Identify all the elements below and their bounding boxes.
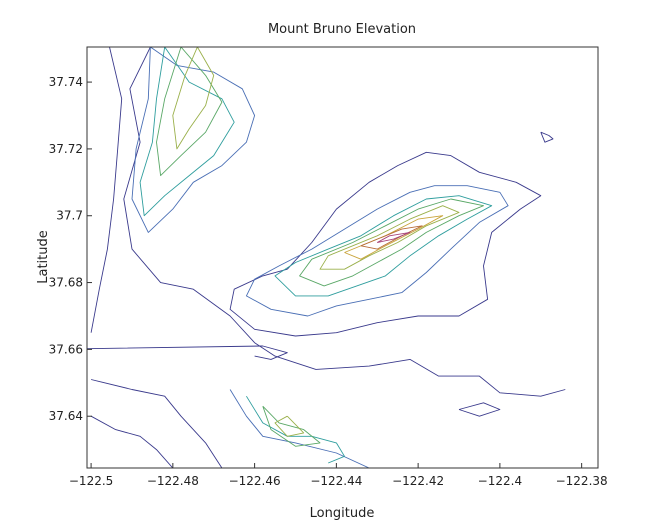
- chart-title: Mount Bruno Elevation: [268, 22, 416, 37]
- contour-line-6: [245, 185, 509, 317]
- contour-line-15: [319, 205, 460, 270]
- x-tick-label: −122.44: [310, 474, 362, 488]
- contour-line-7: [229, 389, 370, 468]
- contour-line-5: [131, 47, 256, 233]
- y-tick-label: 37.72: [49, 142, 83, 156]
- contour-line-19: [376, 231, 411, 243]
- contour-line-16: [274, 415, 305, 437]
- y-tick-label: 37.74: [49, 75, 83, 89]
- y-axis: 37.64 37.66 37.68 37.7 37.72 37.74: [49, 75, 92, 423]
- contour-line-12: [299, 198, 484, 287]
- x-tick-label: −122.38: [556, 474, 608, 488]
- contour-line-20: [87, 345, 288, 360]
- contour-line-14: [172, 47, 215, 150]
- x-axis: −122.5 −122.48 −122.46 −122.44 −122.42 −122.4…: [69, 463, 608, 488]
- contour-lines: [87, 47, 566, 468]
- contour-line-3: [90, 415, 174, 468]
- x-tick-label: −122.5: [69, 474, 113, 488]
- contour-line-2: [90, 379, 223, 468]
- contour-line-4: [229, 151, 542, 337]
- y-tick-label: 37.7: [56, 209, 83, 223]
- x-tick-label: −122.42: [392, 474, 444, 488]
- x-axis-label: Longitude: [310, 506, 375, 521]
- contour-line-10: [246, 395, 345, 464]
- contour-line-1: [123, 47, 566, 397]
- x-tick-label: −122.48: [147, 474, 199, 488]
- contour-line-21: [540, 131, 554, 143]
- contour-line-18: [360, 225, 423, 250]
- contour-line-22: [458, 402, 501, 417]
- contour-line-9: [274, 195, 493, 297]
- x-tick-label: −122.46: [229, 474, 281, 488]
- contour-line-13: [262, 405, 321, 447]
- y-axis-label: Latitude: [36, 230, 51, 284]
- x-tick-label: −122.4: [478, 474, 522, 488]
- plot-area-frame: [86, 46, 599, 469]
- contour-line-0: [90, 47, 123, 333]
- y-tick-label: 37.68: [49, 276, 83, 290]
- y-tick-label: 37.64: [49, 409, 83, 423]
- y-tick-label: 37.66: [49, 342, 83, 356]
- contour-line-17: [344, 215, 444, 260]
- contour-line-8: [139, 47, 235, 217]
